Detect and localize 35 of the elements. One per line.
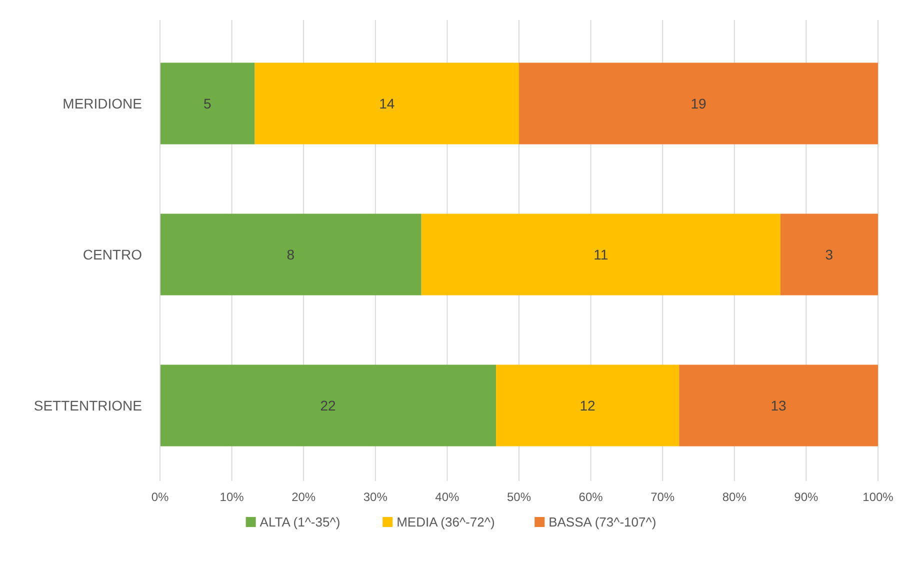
annotation: 22 — [320, 397, 336, 414]
x-tick-label: 0% — [151, 490, 169, 504]
bar — [254, 62, 519, 144]
legend-label: ALTA (1^-35^) — [260, 514, 340, 530]
x-tick-label: 30% — [363, 490, 388, 504]
y-tick-label: SETTENTRIONE — [34, 397, 142, 414]
annotation: 19 — [690, 95, 706, 112]
annotation: 11 — [594, 246, 608, 262]
bar — [160, 364, 496, 446]
bar — [679, 364, 878, 446]
annotation: 13 — [770, 397, 787, 414]
y-tick-label: MERIDIONE — [62, 95, 142, 112]
bar — [780, 214, 878, 296]
annotation: 12 — [580, 397, 596, 414]
annotation: 3 — [825, 246, 834, 262]
x-tick-label: 20% — [292, 490, 316, 504]
legend-label: MEDIA (36^-72^) — [396, 514, 495, 530]
bar — [496, 364, 680, 446]
bar — [519, 62, 878, 144]
x-tick-label: 100% — [862, 490, 894, 504]
bar — [421, 214, 780, 296]
x-tick-label: 40% — [435, 490, 460, 504]
x-tick-label: 10% — [220, 490, 244, 504]
bar — [160, 62, 255, 144]
annotation: 5 — [203, 95, 212, 112]
annotation: 14 — [379, 95, 395, 112]
legend-label: BASSA (73^-107^) — [548, 514, 656, 530]
y-tick-label: CENTRO — [82, 246, 142, 262]
bar — [160, 214, 422, 296]
annotation: 8 — [286, 246, 295, 262]
x-tick-label: 90% — [794, 490, 819, 504]
x-tick-label: 60% — [578, 490, 604, 504]
x-tick-label: 70% — [650, 490, 675, 504]
x-tick-label: 50% — [506, 490, 532, 504]
x-tick-label: 80% — [722, 490, 747, 504]
